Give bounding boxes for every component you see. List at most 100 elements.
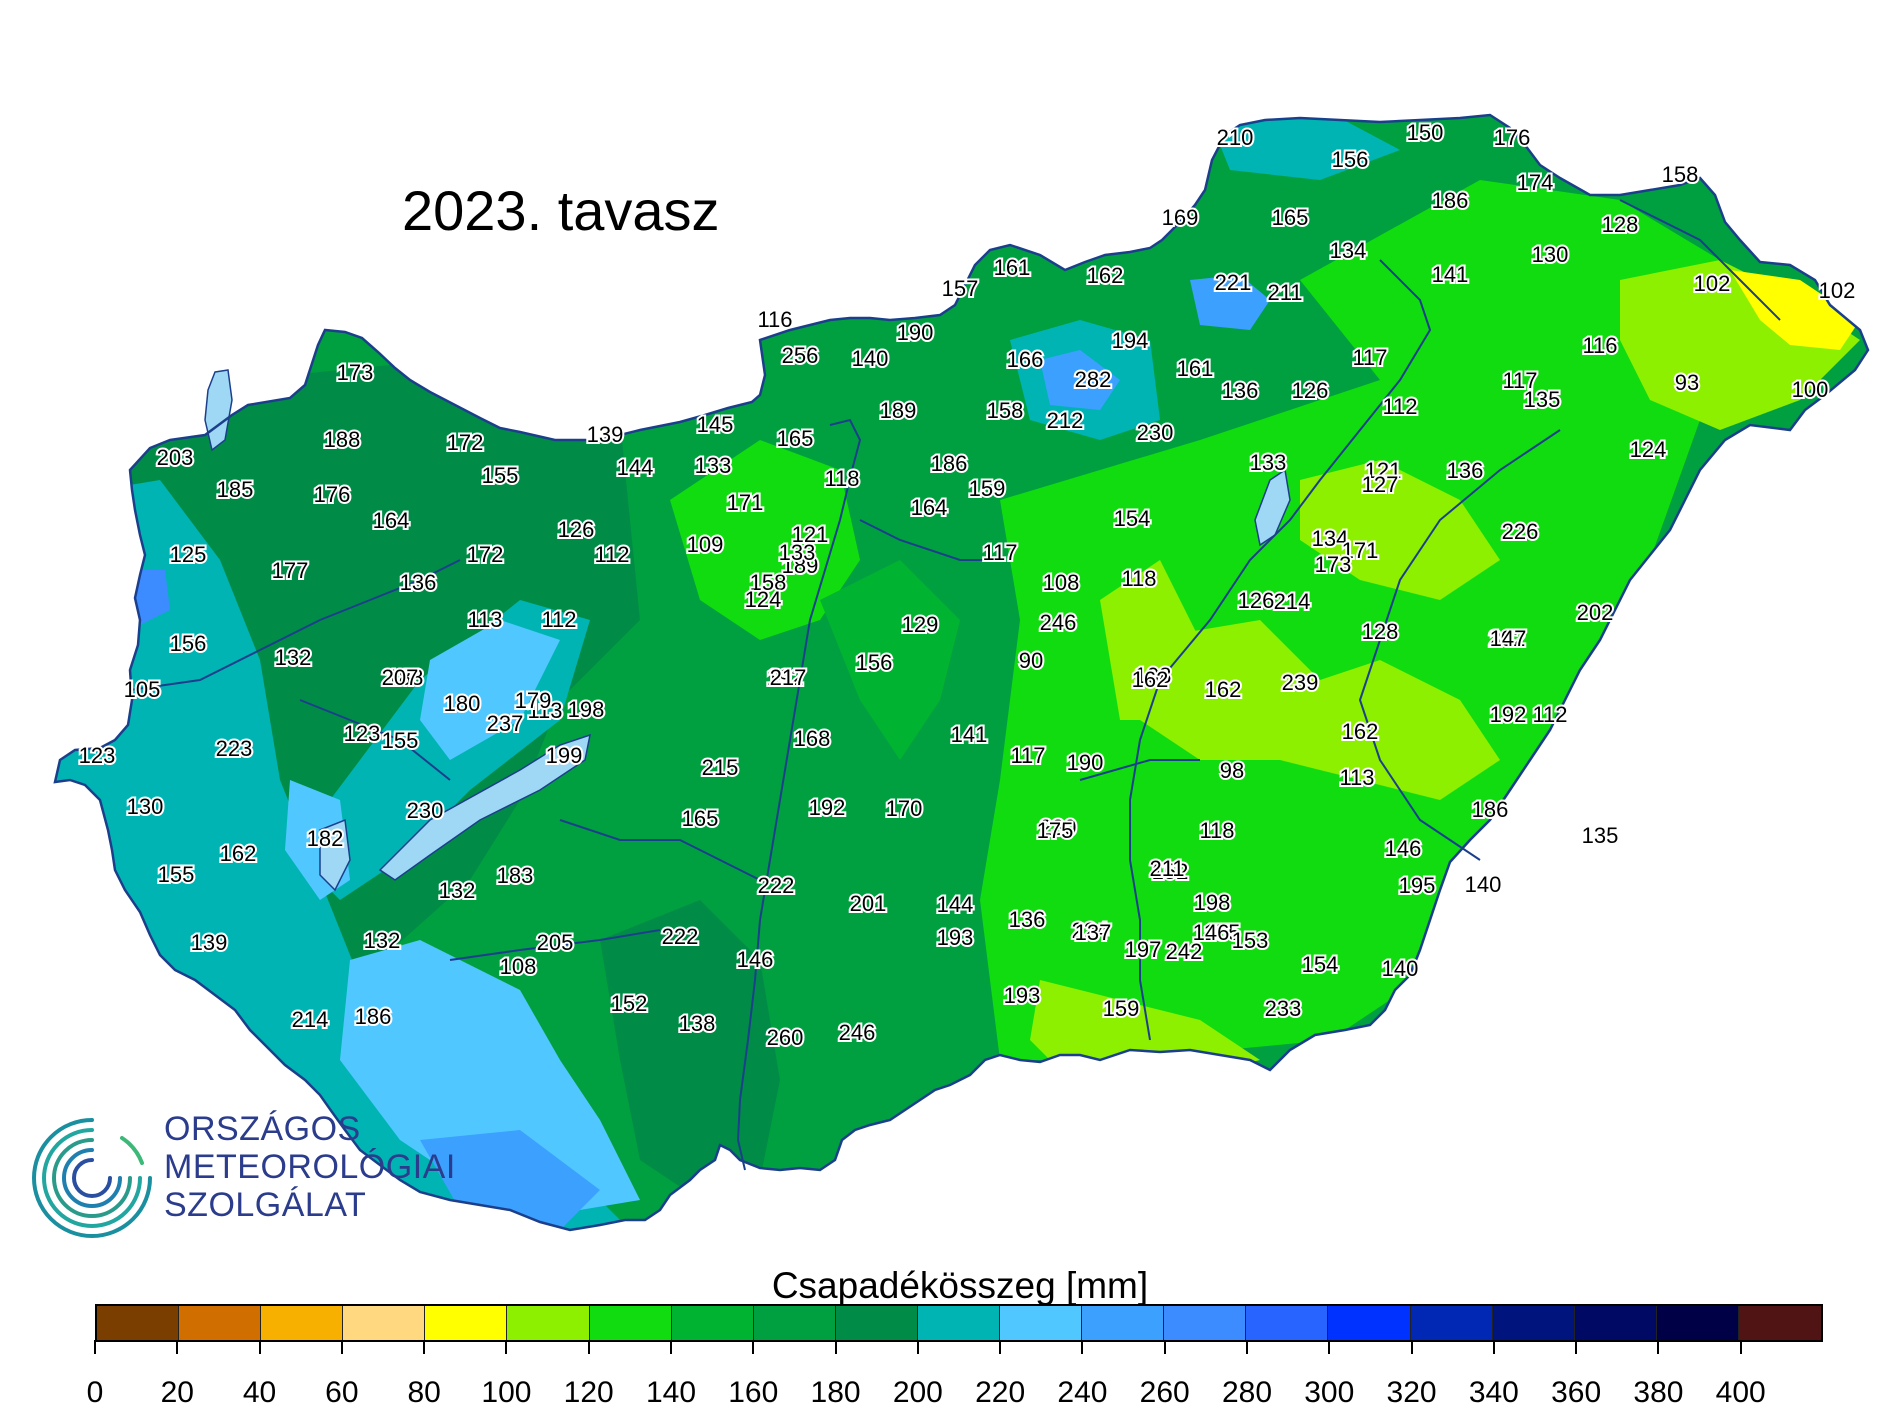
station-value: 126 xyxy=(1292,378,1329,403)
station-value: 195 xyxy=(1399,873,1436,898)
station-value: 126 xyxy=(1238,588,1275,613)
legend-swatch xyxy=(179,1306,262,1340)
station-value: 140 xyxy=(852,346,889,371)
station-value: 186 xyxy=(1432,188,1469,213)
station-value: 121 xyxy=(792,522,829,547)
station-value: 146 xyxy=(1193,920,1230,945)
station-value: 118 xyxy=(824,466,859,491)
station-value: 212 xyxy=(1047,408,1084,433)
station-value: 105 xyxy=(124,677,161,702)
station-value: 162 xyxy=(1087,263,1124,288)
station-value: 226 xyxy=(1502,519,1539,544)
station-value: 233 xyxy=(1265,996,1302,1021)
station-value: 165 xyxy=(1272,205,1309,230)
station-value: 126 xyxy=(558,517,595,542)
station-value: 108 xyxy=(500,954,537,979)
legend-tick-mark xyxy=(258,1340,261,1354)
station-value: 223 xyxy=(216,736,253,761)
station-value: 170 xyxy=(886,796,923,821)
station-value: 237 xyxy=(487,711,524,736)
legend-swatch xyxy=(1410,1306,1493,1340)
station-value: 197 xyxy=(1125,937,1162,962)
legend-swatch xyxy=(1656,1306,1739,1340)
legend-ticks: 0 20 40 60 80 100 120 140 160 180 200 220 240 260 280 3… xyxy=(87,1340,1823,1409)
station-value: 118 xyxy=(1121,566,1156,591)
station-value: 121 xyxy=(1365,458,1402,483)
legend-tick-mark xyxy=(999,1340,1002,1354)
station-value: 116 xyxy=(757,307,792,332)
legend-tick-mark xyxy=(834,1340,837,1354)
station-value: 172 xyxy=(447,430,484,455)
station-value: 174 xyxy=(1517,170,1554,195)
station-value: 128 xyxy=(1362,619,1399,644)
station-value: 136 xyxy=(1222,378,1259,403)
station-value: 155 xyxy=(482,463,519,488)
legend-swatch xyxy=(97,1306,180,1340)
station-value: 180 xyxy=(444,691,481,716)
station-value: 136 xyxy=(400,570,437,595)
legend-tick-mark xyxy=(94,1340,96,1354)
legend-tick-label: 120 xyxy=(563,1376,614,1409)
station-value: 98 xyxy=(1220,758,1244,783)
legend-tick-label: 20 xyxy=(160,1376,194,1409)
station-value: 140 xyxy=(1465,872,1502,897)
station-value: 152 xyxy=(1152,859,1189,884)
station-value: 144 xyxy=(617,455,654,480)
legend-swatch xyxy=(261,1306,344,1340)
station-value: 239 xyxy=(1282,670,1319,695)
station-value: 207 xyxy=(382,665,419,690)
station-value: 210 xyxy=(1217,125,1254,150)
station-value: 117 xyxy=(982,540,1017,565)
station-value: 217 xyxy=(770,665,807,690)
station-value: 161 xyxy=(994,255,1031,280)
legend-tick-label: 400 xyxy=(1715,1376,1766,1409)
station-value: 162 xyxy=(1342,719,1379,744)
legend-tick-label: 160 xyxy=(728,1376,779,1409)
legend-tick-mark xyxy=(1328,1340,1331,1354)
station-value: 150 xyxy=(1407,120,1444,145)
station-value: 138 xyxy=(679,1011,716,1036)
station-value: 189 xyxy=(880,398,917,423)
legend-tick-label: 200 xyxy=(892,1376,943,1409)
station-value: 171 xyxy=(1342,538,1379,563)
station-value: 108 xyxy=(1043,570,1080,595)
station-value: 224 xyxy=(1072,918,1109,943)
station-value: 194 xyxy=(1112,328,1149,353)
legend-tick-mark xyxy=(1492,1340,1495,1354)
station-value: 133 xyxy=(1250,450,1287,475)
station-value: 125 xyxy=(170,542,207,567)
legend-tick-mark xyxy=(752,1340,755,1354)
station-value: 165 xyxy=(682,806,719,831)
station-value: 112 xyxy=(1532,702,1567,727)
legend-swatch xyxy=(917,1306,1001,1340)
legend-swatch xyxy=(343,1306,426,1340)
station-value: 221 xyxy=(1215,270,1252,295)
legend-swatch xyxy=(1492,1306,1575,1340)
station-value: 179 xyxy=(515,688,552,713)
station-value: 116 xyxy=(1582,333,1617,358)
station-value: 282 xyxy=(1075,367,1112,392)
station-value: 113 xyxy=(467,607,502,632)
station-value: 172 xyxy=(467,542,504,567)
legend-tick-mark xyxy=(1657,1340,1660,1354)
station-value: 162 xyxy=(1205,677,1242,702)
station-value: 113 xyxy=(1339,765,1374,790)
station-value: 159 xyxy=(1103,996,1140,1021)
map-title: 2023. tavasz xyxy=(402,179,720,242)
station-value: 211 xyxy=(1149,856,1184,881)
station-value: 158 xyxy=(1662,162,1699,187)
legend-tick-mark xyxy=(1246,1340,1248,1354)
station-value: 168 xyxy=(794,726,831,751)
station-value: 192 xyxy=(809,795,846,820)
station-value: 141 xyxy=(1432,262,1469,287)
station-value: 147 xyxy=(1490,626,1527,651)
logo-line-3: SZOLGÁLAT xyxy=(164,1186,367,1224)
station-value: 133 xyxy=(779,540,816,565)
station-value: 230 xyxy=(407,798,444,823)
station-value: 118 xyxy=(1199,818,1234,843)
station-value: 145 xyxy=(697,412,734,437)
station-value: 102 xyxy=(1819,278,1856,303)
legend-swatch xyxy=(1000,1306,1083,1340)
station-value: 182 xyxy=(307,826,344,851)
station-value: 132 xyxy=(439,878,476,903)
